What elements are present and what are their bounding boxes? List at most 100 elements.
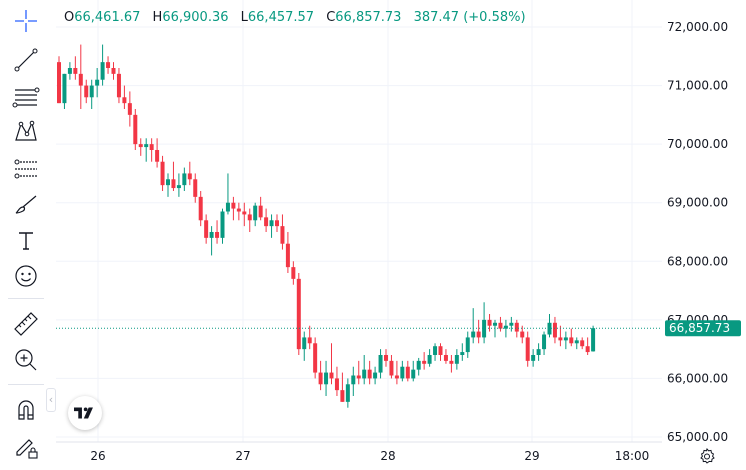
candle bbox=[536, 343, 541, 361]
candle-body bbox=[405, 366, 410, 379]
text-icon bbox=[19, 232, 33, 250]
candle bbox=[160, 155, 165, 191]
fib-retracement-icon bbox=[12, 87, 40, 108]
toolbar-divider bbox=[8, 298, 44, 299]
candle-body bbox=[329, 372, 334, 379]
candle bbox=[264, 208, 269, 232]
candle bbox=[182, 167, 187, 191]
candle-body bbox=[580, 340, 585, 347]
tradingview-logo[interactable] bbox=[68, 396, 102, 430]
candle bbox=[384, 349, 388, 367]
lock-drawings-tool[interactable] bbox=[8, 432, 44, 462]
magnet-tool[interactable] bbox=[8, 395, 44, 425]
candle bbox=[443, 349, 448, 364]
open-value: 66,461.67 bbox=[74, 10, 141, 25]
candle bbox=[465, 331, 470, 358]
candle-body bbox=[182, 173, 187, 186]
toolbar-divider bbox=[8, 384, 44, 385]
forecast-icon bbox=[14, 159, 37, 179]
settings-gear-icon[interactable] bbox=[698, 448, 716, 466]
candle bbox=[269, 214, 274, 238]
candle-body bbox=[160, 161, 165, 186]
candle bbox=[100, 44, 105, 86]
candle bbox=[362, 355, 367, 385]
price-tick-label: 71,000.00 bbox=[667, 79, 728, 93]
brush-tool[interactable] bbox=[8, 190, 44, 220]
pattern-tool[interactable] bbox=[8, 117, 44, 147]
candle bbox=[285, 232, 290, 273]
candle bbox=[78, 44, 83, 109]
candle bbox=[302, 331, 307, 361]
candle-body bbox=[138, 144, 143, 148]
trend-line-tool[interactable] bbox=[8, 45, 44, 75]
crosshair-icon bbox=[15, 10, 37, 32]
candle-body bbox=[542, 334, 547, 350]
zoom-in-tool[interactable] bbox=[8, 345, 44, 375]
candle-body bbox=[302, 337, 307, 350]
candle bbox=[155, 138, 160, 168]
candle-body bbox=[520, 331, 525, 338]
candle bbox=[367, 360, 372, 385]
candle-body bbox=[275, 220, 279, 227]
candle bbox=[242, 202, 247, 227]
ruler-tool[interactable] bbox=[8, 309, 44, 339]
candle-body bbox=[296, 278, 301, 350]
candle-body bbox=[356, 375, 361, 379]
candle bbox=[569, 328, 574, 347]
candle-body bbox=[362, 369, 367, 379]
candle bbox=[313, 337, 318, 379]
candle-body bbox=[449, 360, 454, 364]
trend-line-icon bbox=[14, 48, 38, 72]
candle bbox=[193, 173, 198, 203]
candle-body bbox=[89, 85, 94, 98]
candle bbox=[236, 202, 241, 221]
forecast-tool[interactable] bbox=[8, 154, 44, 184]
candle bbox=[318, 360, 323, 391]
candle-body bbox=[291, 267, 296, 279]
candle bbox=[84, 79, 89, 104]
candle-body bbox=[67, 68, 72, 74]
candle-body bbox=[569, 337, 574, 344]
candle-body bbox=[269, 220, 274, 227]
price-tick-label: 72,000.00 bbox=[667, 20, 728, 34]
close-label: C bbox=[326, 10, 336, 25]
candle-body bbox=[443, 355, 448, 361]
candle-body bbox=[307, 337, 312, 344]
emoji-tool[interactable] bbox=[8, 261, 44, 291]
current-price-tag: 66,857.73 bbox=[665, 320, 741, 337]
candle bbox=[427, 349, 432, 367]
candle-body bbox=[552, 322, 557, 338]
candle bbox=[580, 337, 585, 350]
chart-grid bbox=[56, 0, 662, 443]
candle bbox=[438, 343, 443, 361]
time-tick-label: 29 bbox=[524, 449, 539, 463]
candle-body bbox=[84, 85, 89, 98]
candle-body bbox=[204, 220, 209, 238]
crosshair-tool[interactable] bbox=[8, 6, 44, 36]
text-tool[interactable] bbox=[8, 225, 44, 255]
candle bbox=[106, 56, 111, 74]
candle-body bbox=[373, 372, 378, 379]
candle-body bbox=[280, 226, 285, 244]
candle bbox=[345, 378, 350, 408]
candle bbox=[67, 62, 72, 80]
candle bbox=[334, 366, 339, 396]
candle-body bbox=[411, 369, 416, 379]
candle bbox=[209, 226, 214, 256]
fib-retracement-tool[interactable] bbox=[8, 81, 44, 111]
candle-body bbox=[498, 322, 503, 329]
collapse-toolbar-button[interactable]: ‹ bbox=[46, 388, 56, 412]
time-axis: 26 27 28 29 18:00 bbox=[90, 449, 649, 463]
candle bbox=[95, 68, 100, 98]
candle-body bbox=[247, 214, 252, 221]
candle-body bbox=[378, 355, 383, 373]
low-value: 66,457.57 bbox=[247, 10, 315, 25]
candle-body bbox=[509, 322, 514, 326]
candle bbox=[422, 352, 427, 370]
candle bbox=[187, 161, 192, 186]
candle bbox=[449, 355, 454, 373]
candle bbox=[542, 331, 547, 355]
candle-body bbox=[367, 369, 372, 379]
candle-body bbox=[394, 375, 399, 379]
